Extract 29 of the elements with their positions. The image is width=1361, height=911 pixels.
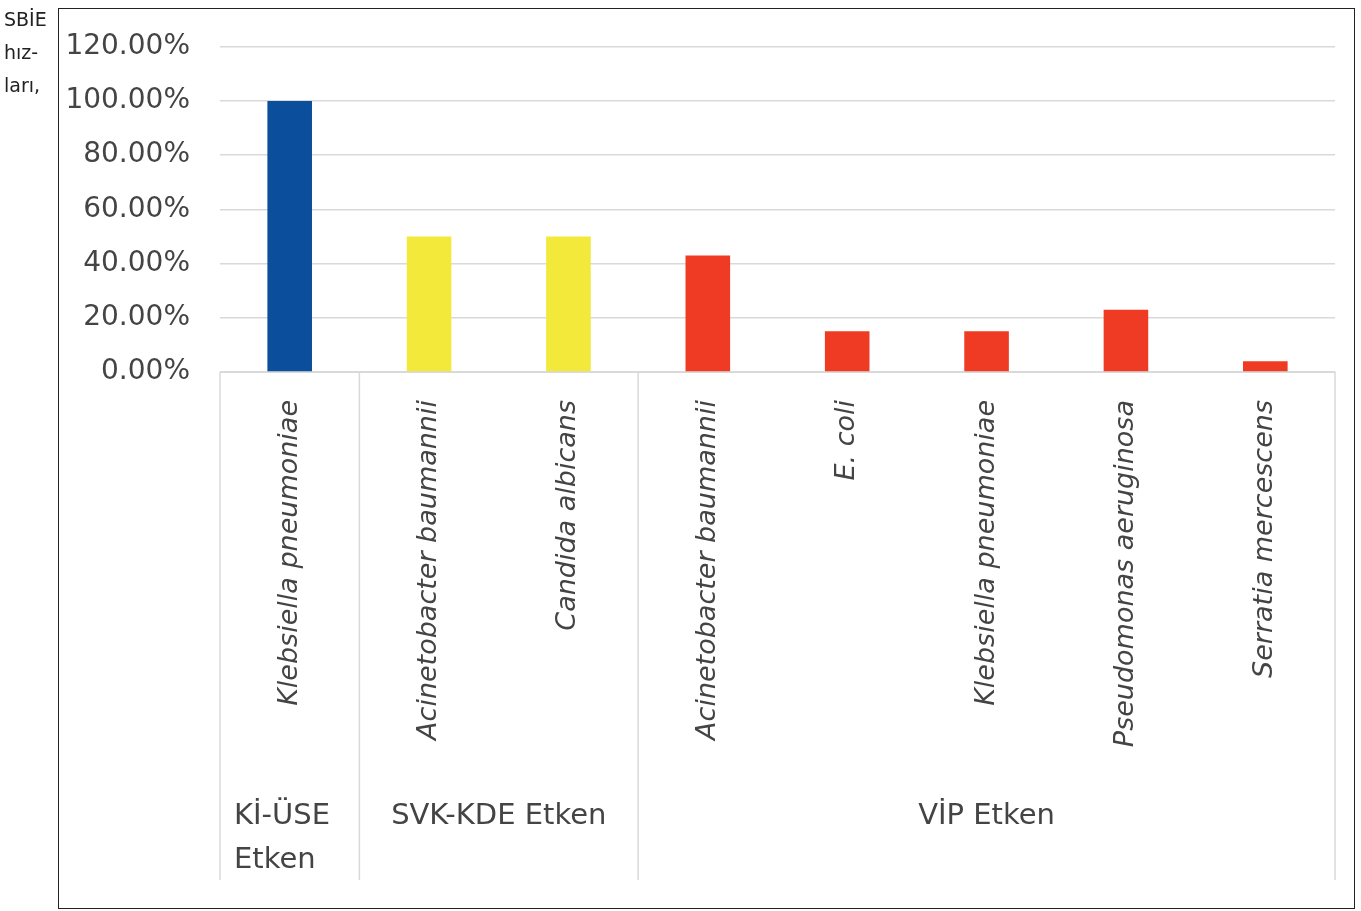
- x-tick-label: Pseudomonas aeruginosa: [1107, 400, 1139, 748]
- text: Kİ-ÜSE Etken: [234, 796, 330, 875]
- x-tick-label: Acinetobacter baumannii: [689, 399, 721, 742]
- y-tick-label: 60.00%: [83, 190, 190, 224]
- text: VİP Etken: [918, 796, 1055, 831]
- bar: [267, 101, 312, 372]
- text: ları,: [4, 74, 41, 96]
- bar: [1243, 361, 1288, 372]
- x-tick-label: Candida albicans: [550, 400, 582, 631]
- y-tick-label: 100.00%: [65, 82, 190, 116]
- x-tick-label: Serratia mercescens: [1247, 400, 1279, 678]
- x-tick-label: Acinetobacter baumannii: [411, 399, 443, 742]
- y-tick-label: 0.00%: [101, 353, 190, 387]
- x-tick-label: Klebsiella pneumoniae: [968, 400, 1000, 706]
- x-tick-label: E. coli: [829, 399, 861, 481]
- text: SBİE: [4, 8, 47, 30]
- text: hız-: [4, 41, 39, 63]
- bar: [964, 331, 1009, 372]
- y-tick-label: 120.00%: [65, 28, 190, 62]
- bar: [406, 236, 452, 372]
- x-tick-label: Klebsiella pneumoniae: [271, 400, 303, 706]
- y-tick-label: 20.00%: [83, 299, 190, 333]
- bar: [546, 236, 591, 372]
- text: SVK-KDE Etken: [391, 796, 607, 831]
- bar: [824, 331, 870, 372]
- bar: [685, 255, 731, 372]
- bar: [1103, 309, 1149, 372]
- y-tick-label: 80.00%: [83, 136, 190, 170]
- y-tick-label: 40.00%: [83, 244, 190, 278]
